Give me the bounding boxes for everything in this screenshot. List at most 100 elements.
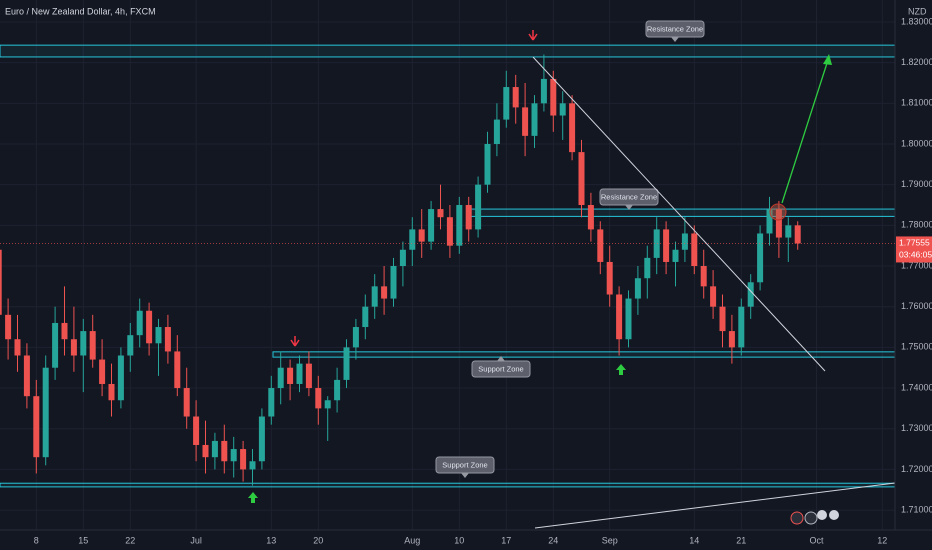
x-tick-label: Aug xyxy=(404,535,420,545)
candle-body xyxy=(446,217,453,246)
logo-dot xyxy=(829,510,839,520)
y-tick-label: 1.83000 xyxy=(901,16,932,26)
candle-body xyxy=(80,331,87,356)
candle-body xyxy=(681,233,688,250)
candle-body xyxy=(33,396,40,458)
y-tick-label: 1.71000 xyxy=(901,504,932,514)
candle-body xyxy=(785,225,792,238)
y-tick-label: 1.82000 xyxy=(901,57,932,67)
candle-body xyxy=(343,347,350,380)
candle-body xyxy=(672,249,679,262)
candle-body xyxy=(249,461,256,470)
y-tick-label: 1.80000 xyxy=(901,138,932,148)
candle-body xyxy=(164,327,171,352)
logo xyxy=(790,510,839,525)
candle-body xyxy=(766,209,773,234)
zones: Resistance Zone Resistance Zone Support Zo… xyxy=(0,20,896,488)
candle-body xyxy=(108,383,115,401)
candle-body xyxy=(0,249,2,315)
candles xyxy=(0,54,801,486)
grid xyxy=(0,0,895,530)
candle-body xyxy=(747,282,754,307)
logo-dot xyxy=(804,511,818,525)
candle-body xyxy=(211,440,218,458)
candle-body xyxy=(324,400,331,409)
zone-label: Support Zone xyxy=(478,364,523,373)
candle-body xyxy=(663,229,670,262)
x-tick-label: 22 xyxy=(125,535,135,545)
candle-body xyxy=(710,286,717,307)
candle-body xyxy=(503,87,510,120)
candle-body xyxy=(14,339,21,356)
candle-body xyxy=(775,209,782,238)
candle-body xyxy=(89,331,96,360)
candle-body xyxy=(258,416,265,462)
zone-label-pointer xyxy=(497,356,505,361)
trend-line xyxy=(532,56,826,372)
y-tick-label: 1.74000 xyxy=(901,382,932,392)
up-marker xyxy=(248,492,258,503)
candle-body xyxy=(437,209,444,218)
candle-body xyxy=(240,449,247,470)
candle-body xyxy=(531,103,538,136)
y-tick-label: 1.76000 xyxy=(901,301,932,311)
candle-body xyxy=(99,359,106,384)
candle-body xyxy=(296,363,303,384)
candle-body xyxy=(606,261,613,295)
trend-line xyxy=(534,482,896,529)
candle-body xyxy=(23,355,30,397)
candle-body xyxy=(728,331,735,348)
zone-label-pointer xyxy=(625,205,633,210)
candle-body xyxy=(512,87,519,108)
candle-body xyxy=(305,363,312,389)
candle-body xyxy=(597,229,604,262)
candle-body xyxy=(352,327,359,348)
candle-body xyxy=(475,184,482,230)
zone-band xyxy=(0,44,896,58)
candle-body xyxy=(202,444,209,458)
x-tick-label: 14 xyxy=(689,535,699,545)
zone-label: Resistance Zone xyxy=(647,24,703,33)
candle-body xyxy=(155,327,162,344)
x-tick-label: 15 xyxy=(78,535,88,545)
y-axis-panel xyxy=(895,0,932,550)
candle-body xyxy=(268,388,275,417)
x-tick-label: 17 xyxy=(501,535,511,545)
x-tick-label: Oct xyxy=(809,535,824,545)
y-tick-label: 1.75000 xyxy=(901,342,932,352)
candle-body xyxy=(399,249,406,267)
logo-dot xyxy=(817,510,827,520)
up-marker xyxy=(616,364,626,375)
candle-body xyxy=(334,379,341,401)
countdown-label: 03:46:05 xyxy=(899,250,932,260)
candle-body xyxy=(5,314,12,340)
candle-body xyxy=(794,225,801,244)
candle-body xyxy=(569,103,576,153)
candle-body xyxy=(127,335,134,356)
y-tick-label: 1.72000 xyxy=(901,464,932,474)
zone-label-pointer xyxy=(461,473,469,478)
x-tick-label: 21 xyxy=(736,535,746,545)
x-tick-label: 20 xyxy=(313,535,323,545)
candle-body xyxy=(221,440,228,462)
candle-body xyxy=(70,339,77,356)
x-tick-label: 8 xyxy=(34,535,39,545)
zone-label: Support Zone xyxy=(442,460,487,469)
candle-body xyxy=(381,286,388,299)
candle-body xyxy=(578,152,585,206)
candle-body xyxy=(540,78,547,104)
candle-body xyxy=(315,388,322,409)
logo-dot xyxy=(790,511,804,525)
candle-body xyxy=(277,367,284,389)
candle-body xyxy=(136,310,143,336)
y-tick-label: 1.79000 xyxy=(901,179,932,189)
down-marker xyxy=(528,30,538,41)
zone-band xyxy=(467,208,896,217)
candle-body xyxy=(456,205,463,246)
candle-body xyxy=(719,306,726,332)
y-tick-label: 1.78000 xyxy=(901,220,932,230)
candle-body xyxy=(230,449,237,462)
candle-body xyxy=(738,306,745,348)
candle-body xyxy=(183,388,190,417)
chart-title: Euro / New Zealand Dollar, 4h, FXCM xyxy=(5,6,156,16)
